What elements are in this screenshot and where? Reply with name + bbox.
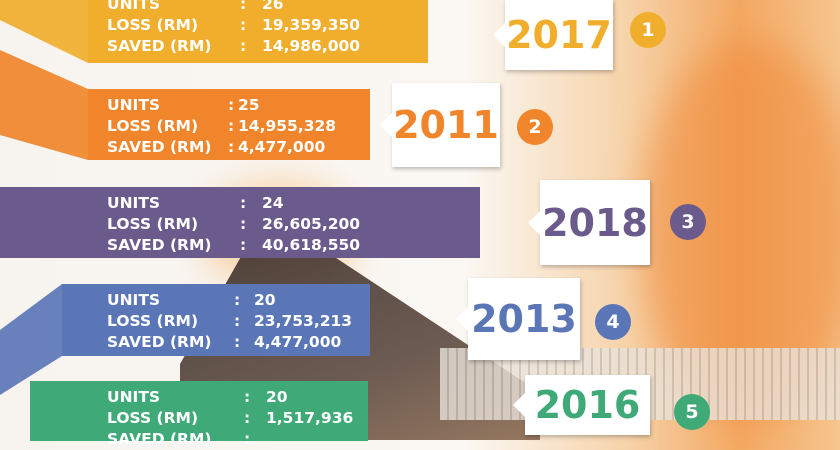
stat-label: SAVED (RM) bbox=[107, 138, 212, 156]
year-label: 2016 bbox=[513, 375, 650, 435]
stat-colon: : bbox=[240, 215, 247, 233]
stat-label: LOSS (RM) bbox=[107, 117, 199, 135]
stat-colon: : bbox=[228, 138, 235, 156]
stat-label: UNITS bbox=[107, 291, 161, 309]
year-text: 2017 bbox=[506, 13, 612, 57]
stat-colon: : bbox=[240, 37, 247, 55]
stat-label: LOSS (RM) bbox=[107, 16, 199, 34]
stat-band-2018: UNITS : 24 LOSS (RM) : 26,605,200 SAVED … bbox=[0, 187, 480, 258]
stat-band-2017: UNITS : 26 LOSS (RM) : 19,359,350 SAVED … bbox=[88, 0, 428, 63]
rank-number: 2 bbox=[528, 116, 542, 138]
stat-colon: : bbox=[244, 409, 251, 427]
stat-value: 20 bbox=[266, 388, 288, 406]
rank-number: 3 bbox=[681, 211, 695, 233]
stat-value: 4,477,000 bbox=[254, 333, 342, 351]
stat-value: 1,517,936 bbox=[266, 409, 354, 427]
stat-value: 24 bbox=[262, 194, 284, 212]
year-text: 2016 bbox=[534, 383, 641, 427]
stat-value: 23,753,213 bbox=[254, 312, 353, 330]
stat-colon: : bbox=[240, 236, 247, 254]
rank-badge: 3 bbox=[670, 204, 706, 240]
stat-label: LOSS (RM) bbox=[107, 409, 199, 427]
stat-colon: : bbox=[240, 0, 247, 13]
rank-badge: 4 bbox=[595, 304, 631, 340]
year-text: 2013 bbox=[471, 297, 577, 341]
stat-value: 26 bbox=[262, 0, 284, 13]
year-label: 2011 bbox=[380, 83, 500, 167]
stat-label: SAVED (RM) bbox=[107, 236, 212, 254]
stat-value: 4,477,000 bbox=[238, 138, 326, 156]
stat-value: 14,986,000 bbox=[262, 37, 361, 55]
stat-value: 40,618,550 bbox=[262, 236, 361, 254]
stat-label: UNITS bbox=[107, 194, 161, 212]
stat-colon: : bbox=[244, 430, 251, 448]
stat-value: 19,359,350 bbox=[262, 16, 361, 34]
stat-label: LOSS (RM) bbox=[107, 312, 199, 330]
stat-value: 14,955,328 bbox=[238, 117, 337, 135]
ribbon-fold bbox=[0, 0, 88, 63]
year-label: 2017 bbox=[493, 0, 613, 70]
stat-colon: : bbox=[244, 388, 251, 406]
stat-colon: : bbox=[234, 333, 241, 351]
stat-colon: : bbox=[240, 16, 247, 34]
year-label: 2018 bbox=[528, 180, 650, 265]
stat-band-2016: UNITS : 20 LOSS (RM) : 1,517,936 SAVED (… bbox=[30, 381, 368, 448]
stat-value: 25 bbox=[238, 96, 260, 114]
ribbon-fold bbox=[0, 284, 62, 395]
stat-label: UNITS bbox=[107, 388, 161, 406]
year-text: 2011 bbox=[393, 103, 499, 147]
stat-colon: : bbox=[240, 194, 247, 212]
stat-label: LOSS (RM) bbox=[107, 215, 199, 233]
year-text: 2018 bbox=[542, 200, 648, 245]
stat-band-2013: UNITS : 20 LOSS (RM) : 23,753,213 SAVED … bbox=[62, 284, 370, 356]
stat-colon: : bbox=[228, 117, 235, 135]
year-label: 2013 bbox=[456, 278, 580, 360]
rank-number: 4 bbox=[606, 311, 620, 333]
rank-number: 5 bbox=[685, 401, 699, 423]
rank-badge: 1 bbox=[630, 12, 666, 48]
stat-colon: : bbox=[234, 312, 241, 330]
stat-value: 20 bbox=[254, 291, 276, 309]
rank-badge: 2 bbox=[517, 109, 553, 145]
stat-label: UNITS bbox=[107, 96, 161, 114]
stat-label: SAVED (RM) bbox=[107, 333, 212, 351]
rank-badge: 5 bbox=[674, 394, 710, 430]
stat-colon: : bbox=[228, 96, 235, 114]
stat-label: SAVED (RM) bbox=[107, 430, 212, 448]
stat-colon: : bbox=[234, 291, 241, 309]
stat-label: UNITS bbox=[107, 0, 161, 13]
stat-band-2011: UNITS : 25 LOSS (RM) : 14,955,328 SAVED … bbox=[88, 89, 370, 160]
ribbon-fold bbox=[0, 50, 88, 160]
stat-value: 26,605,200 bbox=[262, 215, 361, 233]
stat-label: SAVED (RM) bbox=[107, 37, 212, 55]
rank-number: 1 bbox=[641, 19, 655, 41]
